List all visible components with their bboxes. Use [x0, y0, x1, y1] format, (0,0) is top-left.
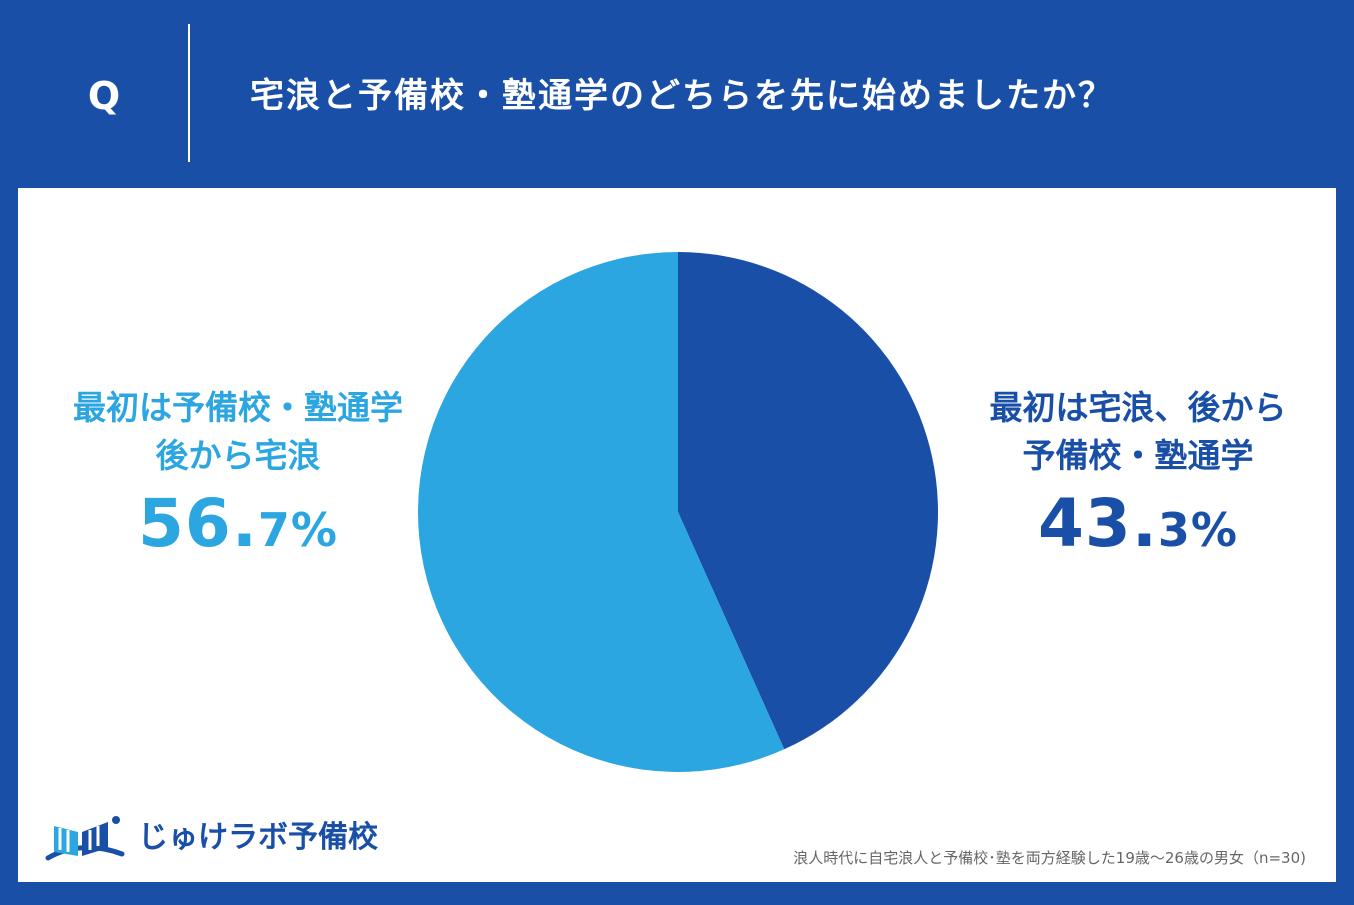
slice-value-left-int: 56. [137, 485, 258, 562]
q-label: Q [87, 74, 121, 118]
slice-value-right: 43.3% [938, 484, 1338, 570]
slice-label-left-line2: 後から宅浪 [155, 436, 321, 475]
logo: じゅけラボ予備校 [38, 810, 378, 866]
slice-value-right-dec: 3% [1157, 503, 1239, 557]
book-icon [45, 816, 125, 861]
pie-slice-0 [678, 252, 938, 750]
slice-value-right-int: 43. [1037, 485, 1158, 562]
sample-footnote: 浪人時代に自宅浪人と予備校･塾を両方経験した19歳～26歳の男女（n=30) [793, 849, 1306, 867]
slice-label-left-line1: 最初は予備校・塾通学 [73, 388, 403, 427]
question-title: 宅浪と予備校・塾通学のどちらを先に始めましたか？ [250, 76, 1114, 116]
logo-text: じゅけラボ予備校 [138, 820, 378, 855]
slice-label-left: 最初は予備校・塾通学 後から宅浪 56.7% [38, 384, 438, 570]
slice-value-left-dec: 7% [257, 503, 339, 557]
chart-panel: 最初は予備校・塾通学 後から宅浪 56.7% 最初は宅浪、後から 予備校・塾通学… [18, 188, 1336, 882]
pie-chart [417, 252, 938, 772]
slice-label-right: 最初は宅浪、後から 予備校・塾通学 43.3% [938, 384, 1338, 570]
header-divider [188, 24, 190, 162]
pie-slice-1 [417, 252, 785, 772]
slice-label-right-line1: 最初は宅浪、後から [989, 388, 1287, 427]
slice-label-right-line2: 予備校・塾通学 [1022, 436, 1254, 475]
slice-value-left: 56.7% [38, 484, 438, 570]
